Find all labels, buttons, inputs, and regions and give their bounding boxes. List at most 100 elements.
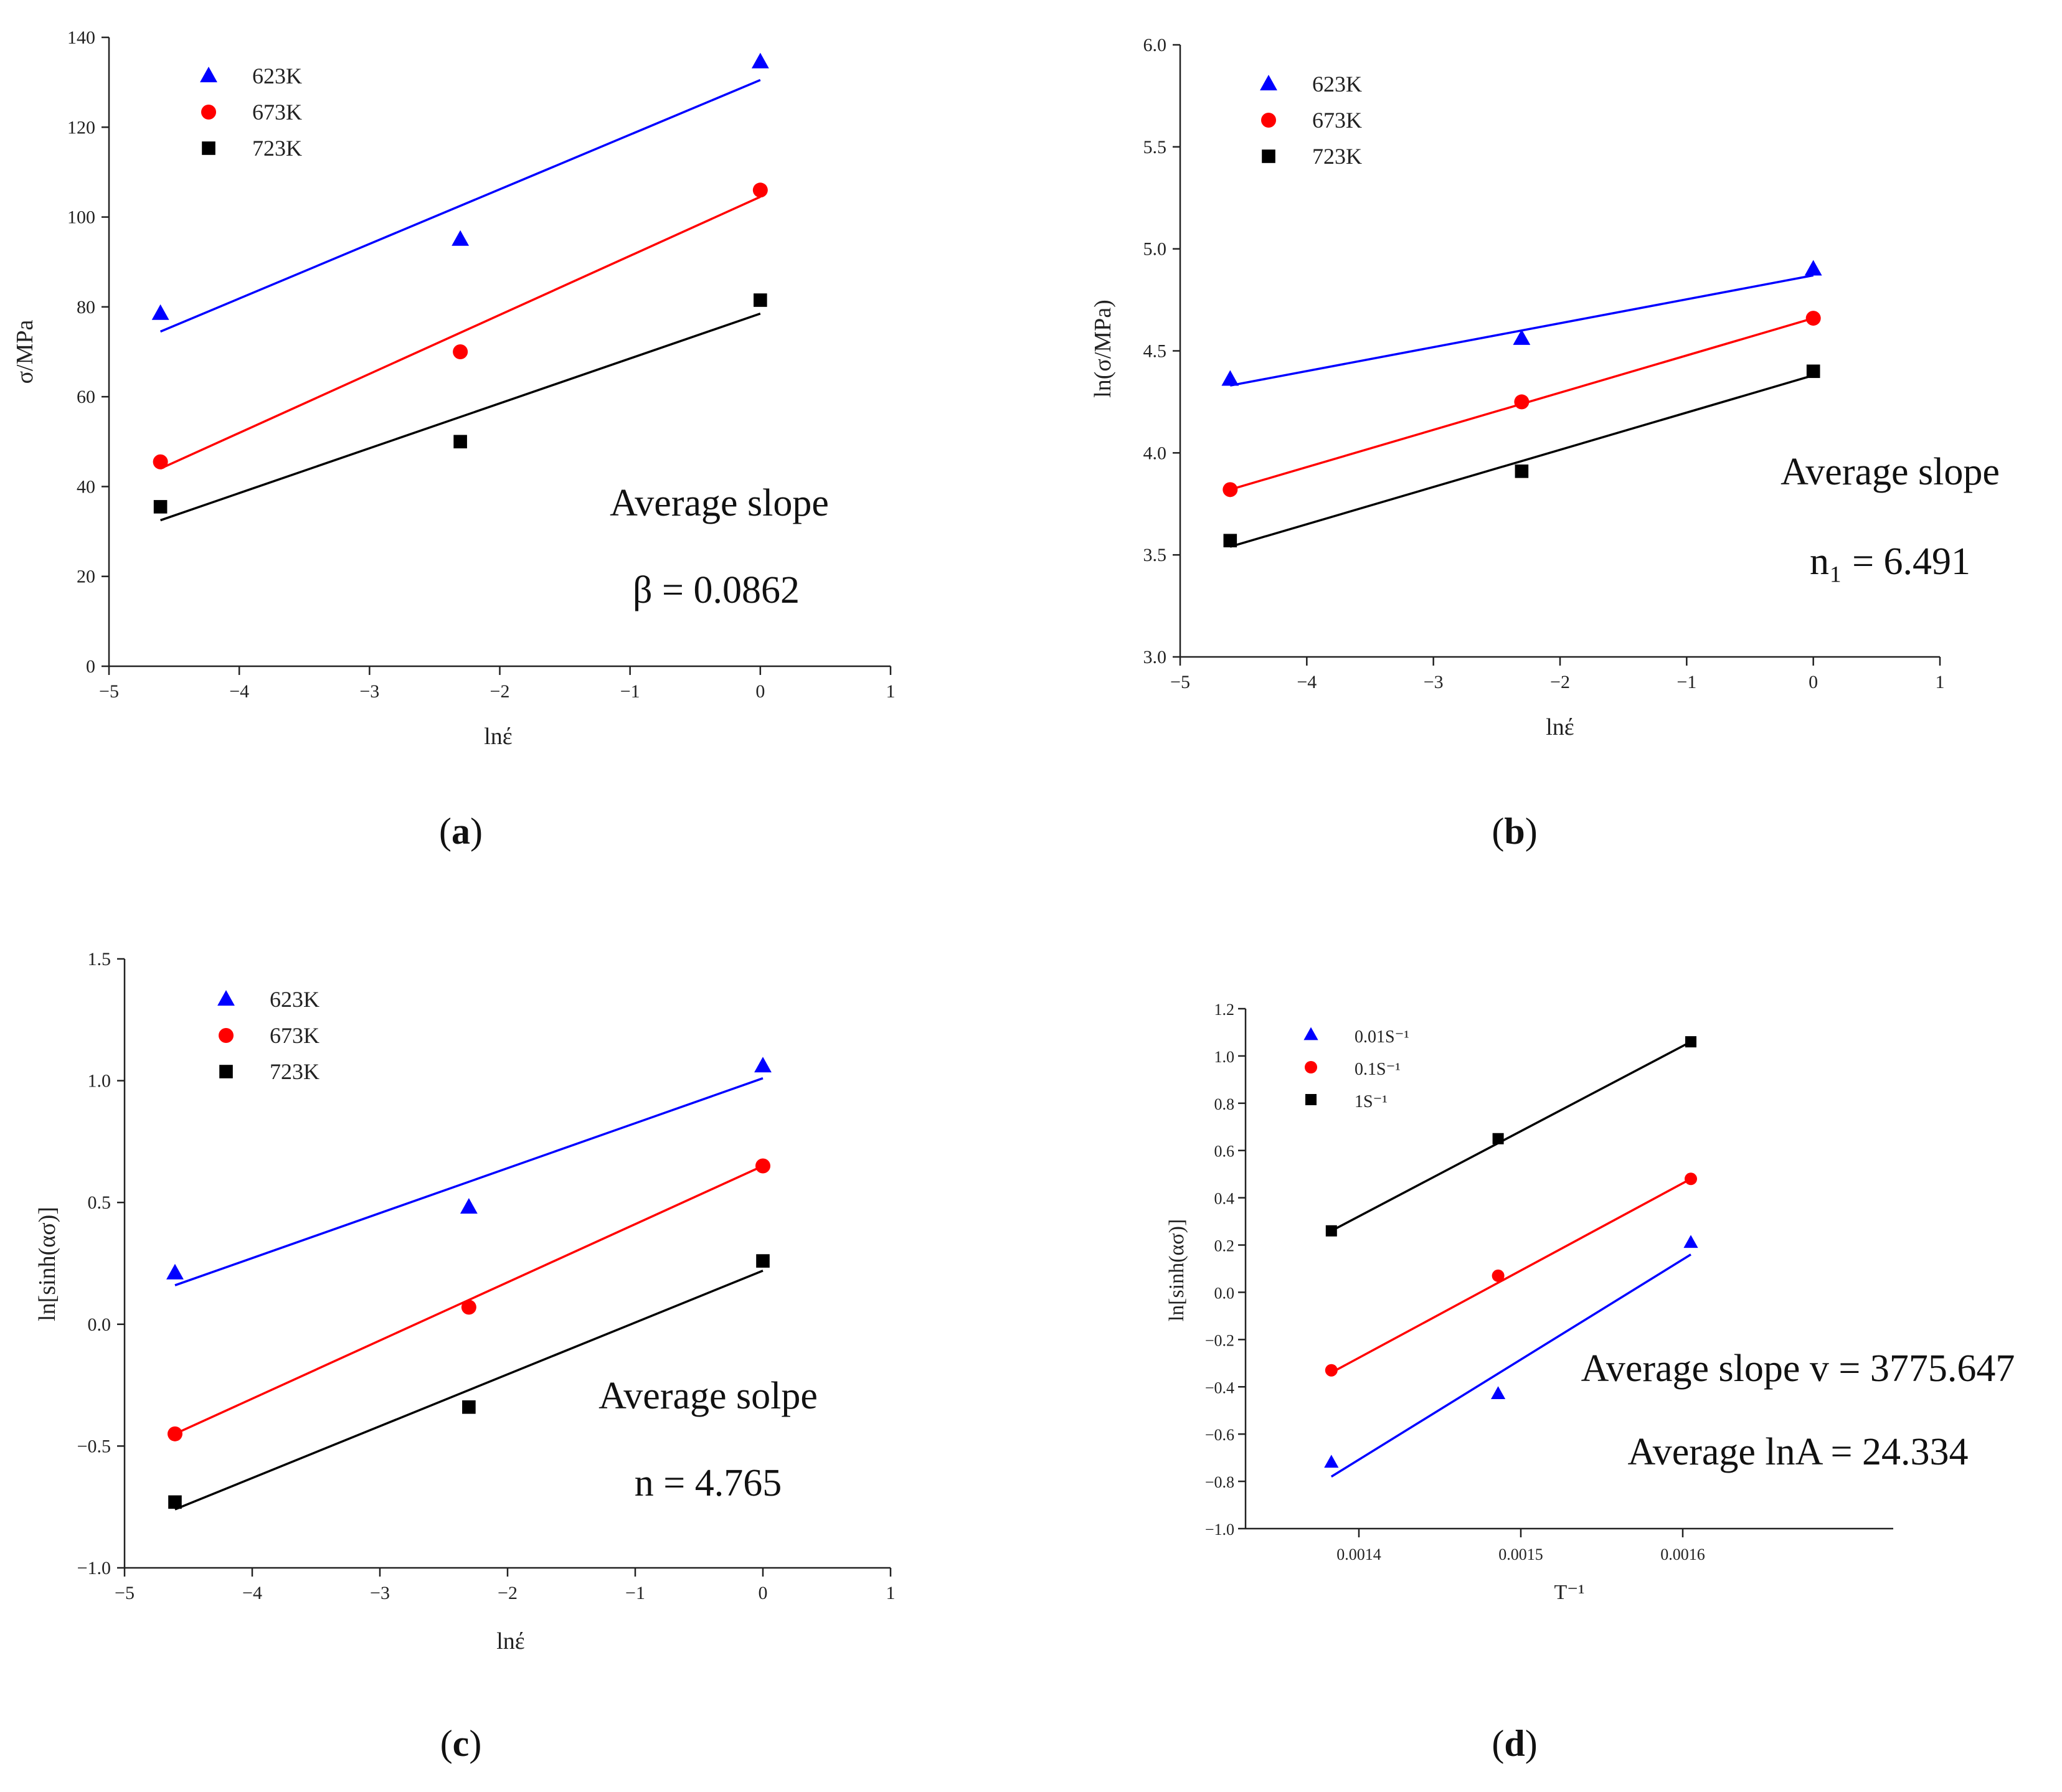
x-tick-label: −1: [625, 1583, 645, 1603]
y-axis-label: ln(σ/MPa): [1090, 299, 1116, 398]
annotation-1: n₁ = 6.491: [1810, 540, 1970, 583]
y-tick-label: 3.0: [1143, 647, 1167, 667]
data-point-0-2: [751, 52, 769, 68]
y-tick-label: 0.6: [1214, 1143, 1235, 1161]
panel-c: −1.0 −0.5 0.0 0.5 1.0 1.5 −5 −4 −3 −2 −1 0 1 lnέ ln[si…: [34, 949, 896, 1764]
legend-label-0: 623K: [252, 64, 302, 88]
annotation-1: Average lnA = 24.334: [1628, 1431, 1969, 1473]
legend-label-2: 723K: [1312, 144, 1362, 169]
x-tick-label: −3: [370, 1583, 390, 1603]
legend-label-0: 0.01S⁻¹: [1355, 1027, 1409, 1047]
x-tick-label: −4: [242, 1583, 262, 1603]
y-tick-label: 5.5: [1143, 137, 1167, 158]
y-tick-label: 1.0: [1214, 1048, 1235, 1066]
y-tick-label: 5.0: [1143, 239, 1167, 260]
annotation-0: Average slope: [1781, 451, 2000, 493]
data-point-0-1: [460, 1198, 478, 1214]
legend-marker-0: [200, 67, 217, 83]
data-point-1-0: [1325, 1364, 1338, 1377]
data-point-2-2: [1806, 364, 1820, 379]
data-point-1-1: [453, 344, 468, 359]
data-point-1-1: [461, 1299, 476, 1315]
data-point-1-2: [752, 182, 768, 198]
annotation-1: β = 0.0862: [633, 569, 800, 611]
y-tick-label: 0.0: [1214, 1284, 1235, 1302]
legend-label-0: 623K: [1312, 72, 1362, 97]
panel-a: 0 20 40 60 80 100 120 140 −5 −4 −3 −2 −1 0 1 lnέ σ/MPa 62…: [12, 27, 896, 852]
y-tick-label: −0.2: [1205, 1331, 1234, 1349]
annotation-0: Average slope: [610, 482, 829, 524]
y-tick-label: 0.2: [1214, 1237, 1235, 1255]
y-tick-label: 80: [77, 297, 95, 318]
legend-label-1: 673K: [270, 1023, 319, 1048]
y-tick-label: 0.8: [1214, 1095, 1235, 1113]
data-point-1-0: [153, 454, 168, 469]
data-point-2-2: [754, 293, 767, 307]
panel-d: −1.0 −0.8 −0.6 −0.4 −0.2 0.0 0.2 0.4 0.6 0.8 1.0 1.…: [1165, 1001, 2015, 1764]
legend-label-0: 623K: [270, 987, 319, 1012]
x-tick-label: −5: [115, 1583, 135, 1603]
data-point-2-2: [1685, 1036, 1696, 1048]
annotation-0: Average solpe: [598, 1375, 818, 1417]
y-tick-label: −0.5: [77, 1436, 111, 1456]
y-tick-label: 1.0: [88, 1071, 111, 1092]
data-point-2-2: [756, 1254, 770, 1268]
x-tick-label: −3: [1424, 672, 1444, 692]
x-axis-label: lnέ: [484, 724, 513, 750]
annotation-1: n = 4.765: [635, 1462, 782, 1504]
y-tick-label: 100: [67, 207, 95, 228]
legend-marker-1: [219, 1028, 234, 1043]
data-point-0-0: [1324, 1455, 1339, 1468]
y-tick-label: 0.5: [88, 1192, 111, 1213]
data-point-1-2: [755, 1158, 770, 1174]
annotation-0: Average slope v = 3775.647: [1581, 1347, 2015, 1390]
fit-line-0: [159, 78, 761, 333]
y-tick-label: 140: [67, 27, 95, 48]
fit-line-2: [160, 313, 761, 522]
x-tick-label: −4: [1297, 672, 1317, 692]
legend-marker-2: [219, 1065, 233, 1078]
legend-marker-1: [1305, 1061, 1317, 1073]
panel-b: 3.0 3.5 4.0 4.5 5.0 5.5 6.0 −5 −4 −3 −2 −1 0 1 lnέ ln(σ…: [1090, 35, 2000, 852]
legend-label-2: 1S⁻¹: [1355, 1092, 1388, 1111]
legend-label-2: 723K: [270, 1059, 319, 1084]
y-tick-label: −0.8: [1205, 1473, 1234, 1491]
x-tick-label: −2: [498, 1583, 518, 1603]
panel-label: (c): [440, 1723, 482, 1764]
x-tick-label: −4: [229, 681, 249, 702]
fit-line-0: [174, 1077, 764, 1286]
x-tick-label: −1: [1677, 672, 1696, 692]
panel-label: (b): [1492, 811, 1537, 852]
x-tick-label: 0.0014: [1336, 1545, 1381, 1563]
data-point-0-2: [1804, 260, 1822, 276]
data-point-0-1: [452, 230, 470, 246]
legend-marker-0: [217, 990, 235, 1006]
data-point-0-2: [1683, 1235, 1698, 1248]
legend-label-1: 673K: [1312, 108, 1362, 133]
x-tick-label: 0.0016: [1660, 1545, 1705, 1563]
data-point-1-2: [1805, 311, 1821, 326]
data-point-1-0: [1223, 482, 1238, 498]
y-axis-label: ln[sinh(ασ)]: [1165, 1219, 1188, 1322]
x-axis-label: lnέ: [496, 1628, 525, 1654]
panel-label: (d): [1492, 1723, 1537, 1764]
x-tick-label: 0: [755, 681, 765, 702]
legend-marker-0: [1303, 1027, 1318, 1040]
x-axis-label: T⁻¹: [1554, 1581, 1585, 1604]
y-tick-label: 4.0: [1143, 443, 1167, 463]
data-point-2-0: [153, 500, 168, 514]
y-tick-label: −1.0: [77, 1558, 111, 1578]
data-point-2-0: [1223, 534, 1237, 548]
data-point-0-2: [754, 1057, 772, 1073]
legend-marker-2: [202, 141, 215, 155]
x-tick-label: −2: [1550, 672, 1570, 692]
y-axis-label: ln[sinh(ασ)]: [34, 1207, 60, 1321]
y-tick-label: −1.0: [1205, 1521, 1234, 1539]
y-tick-label: 6.0: [1143, 35, 1167, 55]
data-point-2-1: [1492, 1133, 1504, 1144]
legend-marker-1: [201, 105, 216, 120]
data-point-0-0: [1221, 370, 1239, 386]
y-tick-label: 0: [86, 656, 95, 677]
x-tick-label: 1: [886, 681, 896, 702]
